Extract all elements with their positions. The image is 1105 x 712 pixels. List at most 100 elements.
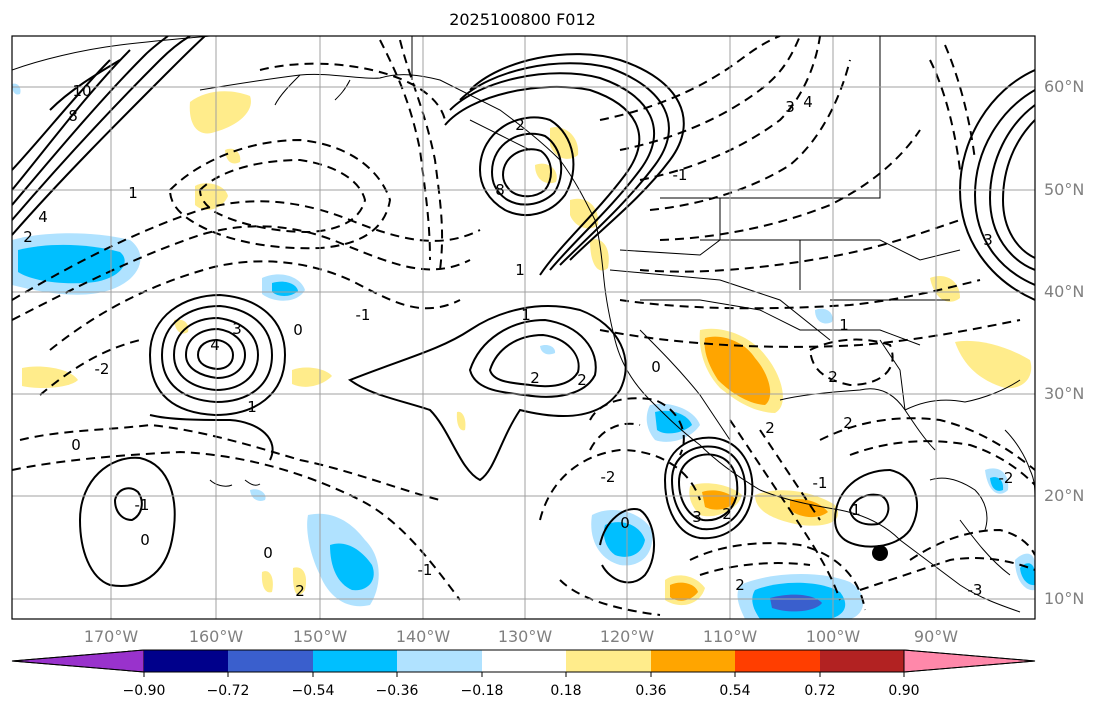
colorbar-tick-label: 0.18 [550,683,582,699]
shading-yellow-a5 [292,367,332,387]
shading-yellow-a1 [225,148,241,164]
colorbar-segment [482,650,566,672]
shading-orange-mx [704,336,771,405]
contour-label: 1 [521,306,531,324]
shading-yellow-b4 [590,239,609,271]
contour-label: 3 [983,231,993,249]
shading-yellow-ak [189,91,251,134]
colorbar-segment [397,650,482,672]
contour-label: 3 [692,508,702,526]
contour-label: -3 [968,581,983,599]
colorbar-segment [735,650,820,672]
colorbar-segment [820,650,904,672]
shading-blue-nw [12,83,21,95]
contour-label: -1 [356,306,371,324]
lon-label: 170°W [83,627,139,646]
contour-label: 2 [765,419,775,437]
contour-label: 8 [495,181,505,199]
colorbar-segment [566,650,651,672]
contour-label: 2 [530,369,540,387]
lat-label: 10°N [1044,589,1085,608]
contour-label: 2 [722,505,732,523]
contour-label: 0 [71,436,81,454]
lon-label: 160°W [188,627,244,646]
shading-yellow-d1 [261,571,273,593]
contour-label: 1 [851,501,861,519]
contour-labels: 10 8 4 2 1 8 2 1 3 4 4 3 0 1 3 -1 2 2 0 … [23,82,1013,600]
contour-label: 1 [128,184,138,202]
contour-label: 2 [843,414,853,432]
shading-blue-sm1 [540,344,556,355]
contour-label: 1 [839,316,849,334]
contour-label: 0 [263,544,273,562]
contour-label: 2 [828,368,838,386]
lat-label: 30°N [1044,384,1085,403]
contour-label: 0 [651,358,661,376]
map-frame [11,35,1036,620]
contour-label: -1 [135,496,150,514]
shading-yellow-a4 [22,366,78,388]
shading-cyan-sm4 [1020,563,1035,586]
shading-yellow-b2 [535,163,557,184]
anomaly-shading [12,83,1035,619]
shading-orange-c2 [790,499,828,518]
contour-label: 4 [38,208,48,226]
contour-label: 0 [293,321,303,339]
colorbar-low-extension [11,649,145,673]
colorbar-tick-label: −0.18 [460,683,504,699]
contour-label: 2 [735,576,745,594]
contour-label: 0 [140,531,150,549]
shading-yellow-b3 [570,198,599,229]
contour-label: 2 [577,371,587,389]
map-title: 2025100800 F012 [449,10,596,29]
colorbar-segment [228,650,313,672]
graticule [12,36,1035,619]
lat-label: 20°N [1044,486,1085,505]
contour-label: 10 [72,82,91,100]
shading-blue-sm5 [250,489,266,501]
shading-yellow-a6 [456,411,466,431]
lon-label: 140°W [395,627,451,646]
lon-label: 150°W [292,627,348,646]
lat-label: 50°N [1044,180,1085,199]
contour-label: 2 [23,228,33,246]
colorbar [11,649,1036,677]
colorbar-tick-label: 0.90 [888,683,920,699]
contour-label: 8 [68,107,78,125]
colorbar-high-extension [903,649,1036,673]
shading-cyan-west [18,244,125,284]
contour-label: 1 [247,398,257,416]
lon-label: 130°W [497,627,553,646]
contour-label: 3 [785,98,795,116]
contour-label: -2 [999,469,1014,487]
shading-yellow-gulf [955,340,1032,389]
storm-center-marker [872,545,888,561]
colorbar-tick-label: −0.36 [375,683,419,699]
contour-label: -2 [95,360,110,378]
contour-label: 4 [803,93,813,111]
contour-label: -1 [418,561,433,579]
colorbar-tick-label: 0.54 [719,683,751,699]
shading-cyan-sm3 [990,477,1004,491]
coastlines [12,36,1035,613]
negative-contours [12,36,1035,616]
contour-label: 4 [210,336,220,354]
shading-cyan-120w [603,522,645,557]
contour-label: 2 [515,116,525,134]
shading-orange-c3 [670,582,698,601]
lon-label: 90°W [913,627,959,646]
shading-blue-sm2 [815,308,833,324]
contour-label: 2 [295,582,305,600]
colorbar-segment [313,650,397,672]
colorbar-tick-label: −0.54 [291,683,335,699]
colorbar-segment [651,650,735,672]
colorbar-tick-label: 0.36 [635,683,667,699]
lon-label: 110°W [702,627,758,646]
colorbar-tick-label: −0.72 [206,683,250,699]
lat-label: 60°N [1044,77,1085,96]
contour-label: 1 [515,261,525,279]
shading-yellow-d2 [292,567,307,595]
colorbar-tick-label: −0.90 [122,683,166,699]
contour-label: 3 [232,320,242,338]
